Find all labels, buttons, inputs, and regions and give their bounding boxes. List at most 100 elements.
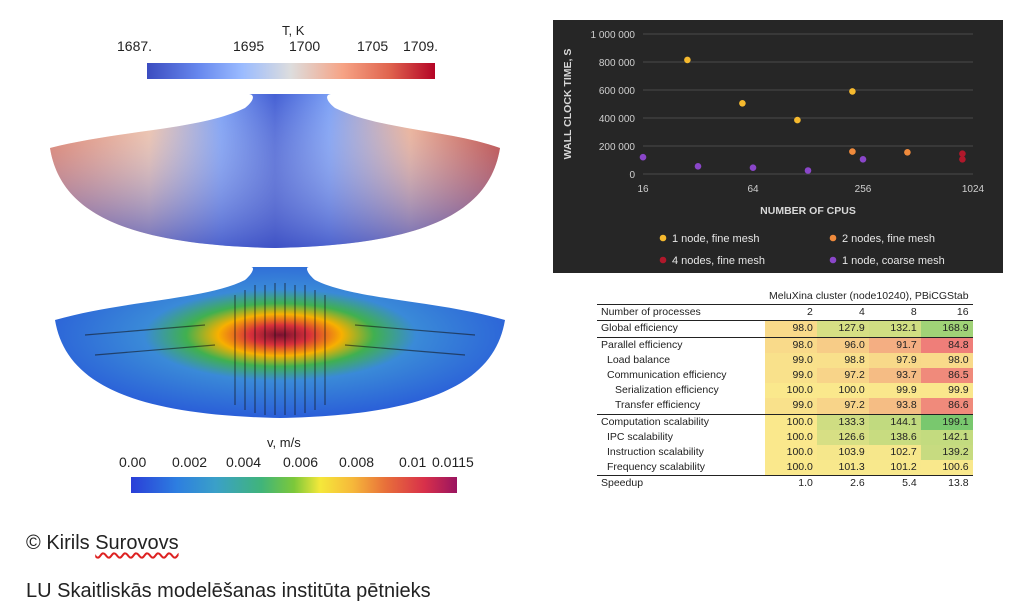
table-header-label: Number of processes xyxy=(597,304,765,321)
y-tick-label: 200 000 xyxy=(599,142,636,153)
table-row: Serialization efficiency 100.0 100.0 99.9 99… xyxy=(597,383,973,399)
legend-marker xyxy=(829,234,837,242)
table-row-label: IPC scalability xyxy=(607,430,673,443)
velocity-colorbar xyxy=(131,477,457,493)
data-point xyxy=(849,88,856,95)
velocity-tick: 0.008 xyxy=(339,454,375,470)
table-cell: 98.0 xyxy=(765,336,817,353)
velocity-colorbar-title: v, m/s xyxy=(267,435,301,450)
table-row-label: Frequency scalability xyxy=(607,461,706,474)
velocity-tick: 0.006 xyxy=(283,454,319,470)
table-row: Parallel efficiency 98.0 96.0 91.7 84.8 xyxy=(597,336,973,353)
table-cell: 99.0 xyxy=(765,368,817,384)
table-cell: 100.0 xyxy=(765,429,817,446)
temperature-tick: 1709. xyxy=(403,38,439,54)
table-cell: 98.8 xyxy=(816,352,869,369)
temperature-colorbar-title: T, K xyxy=(282,23,305,38)
table-header-cell: 16 xyxy=(920,304,973,321)
table-cell: 91.7 xyxy=(868,336,921,353)
legend-marker xyxy=(829,256,837,264)
data-point xyxy=(959,156,966,163)
table-cell: 126.6 xyxy=(816,429,869,446)
table-cell: 132.1 xyxy=(868,320,921,338)
velocity-tick: 0.002 xyxy=(172,454,208,470)
table-header-cell: 2 xyxy=(765,304,817,321)
data-point xyxy=(749,164,757,171)
x-tick-label: 64 xyxy=(747,184,759,195)
table-cell: 98.0 xyxy=(765,320,817,338)
table-cell: 97.9 xyxy=(868,352,921,369)
copyright-line: © Kirils Surovovs xyxy=(26,532,179,555)
table-cell: 101.2 xyxy=(868,460,921,476)
table-cell: 2.6 xyxy=(816,475,869,492)
legend-label: 4 nodes, fine mesh xyxy=(672,255,765,267)
data-point xyxy=(904,149,911,156)
table-row: Load balance 99.0 98.8 97.9 98.0 xyxy=(597,352,973,369)
table-row-label: Global efficiency xyxy=(597,320,765,338)
y-axis-label: WALL CLOCK TIME, S xyxy=(562,49,574,160)
table-row: Transfer efficiency 99.0 97.2 93.8 86.6 xyxy=(597,398,973,415)
data-point xyxy=(804,167,812,174)
legend-marker xyxy=(659,256,667,264)
table-row: Global efficiency 98.0 127.9 132.1 168.9 xyxy=(597,320,973,338)
table-header-cell: 8 xyxy=(868,304,921,321)
data-point xyxy=(694,163,702,170)
table-row-label: Transfer efficiency xyxy=(615,399,701,412)
table-cell: 93.8 xyxy=(868,398,921,415)
table-cell: 144.1 xyxy=(868,413,921,430)
y-tick-label: 1 000 000 xyxy=(591,30,636,41)
legend-label: 1 node, fine mesh xyxy=(672,233,759,245)
temperature-plot: T, K 1687. 1695 1700 1705 1709. xyxy=(0,0,520,260)
table-row-label: Parallel efficiency xyxy=(597,336,765,353)
table-cell: 139.2 xyxy=(920,445,973,461)
y-tick-label: 800 000 xyxy=(599,58,636,69)
table-cell: 96.0 xyxy=(816,336,869,353)
wall-clock-chart-svg: 0 200 000 400 000 600 000 800 000 1 000 000 16… xyxy=(562,30,985,267)
table-row: Speedup 1.0 2.6 5.4 13.8 xyxy=(597,475,973,492)
x-tick-label: 16 xyxy=(637,184,649,195)
table-row-label: Speedup xyxy=(597,475,765,492)
table-cell: 142.1 xyxy=(920,429,973,446)
table-cell: 86.5 xyxy=(920,368,973,384)
table-row-label: Communication efficiency xyxy=(607,369,727,382)
table-cell: 93.7 xyxy=(868,368,921,384)
table-caption: MeluXina cluster (node10240), PBiCGStab xyxy=(769,290,969,302)
table-cell: 99.9 xyxy=(868,383,921,399)
table-cell: 100.0 xyxy=(765,383,817,399)
temperature-field xyxy=(50,94,500,248)
data-point xyxy=(684,56,691,64)
table-cell: 100.0 xyxy=(765,460,817,476)
author-last-name: Surovovs xyxy=(95,532,179,554)
temperature-tick: 1695 xyxy=(233,38,265,54)
table-cell: 199.1 xyxy=(920,413,973,430)
table-cell: 99.0 xyxy=(765,352,817,369)
temperature-colorbar xyxy=(147,63,435,79)
temperature-tick: 1700 xyxy=(289,38,321,54)
table-cell: 99.0 xyxy=(765,398,817,415)
table-row-label: Computation scalability xyxy=(597,413,765,430)
data-point xyxy=(639,153,647,161)
table-caption-row: MeluXina cluster (node10240), PBiCGStab xyxy=(597,289,973,305)
table-row-label: Load balance xyxy=(607,353,671,366)
table-cell: 168.9 xyxy=(920,320,973,338)
table-cell: 100.0 xyxy=(765,445,817,461)
velocity-tick: 0.00 xyxy=(119,454,147,470)
temperature-tick: 1705 xyxy=(357,38,389,54)
x-axis-label: NUMBER OF CPUS xyxy=(760,205,856,217)
table-row: IPC scalability 100.0 126.6 138.6 142.1 xyxy=(597,429,973,446)
table-row: Communication efficiency 99.0 97.2 93.7 86.5 xyxy=(597,368,973,384)
table-cell: 103.9 xyxy=(816,445,869,461)
table-row: Computation scalability 100.0 133.3 144.1 19… xyxy=(597,413,973,430)
data-point xyxy=(959,150,966,157)
affiliation-text: LU Skaitliskās modelēšanas institūta pēt… xyxy=(26,580,431,602)
x-tick-label: 256 xyxy=(855,184,872,195)
table-cell: 99.9 xyxy=(920,383,973,399)
table-row-label: Instruction scalability xyxy=(607,446,704,459)
table-cell: 100.6 xyxy=(920,460,973,476)
table-header-cell: 4 xyxy=(816,304,869,321)
velocity-tick: 0.004 xyxy=(226,454,262,470)
table-row-label: Serialization efficiency xyxy=(615,384,719,397)
data-point xyxy=(849,148,856,155)
table-cell: 133.3 xyxy=(816,413,869,430)
wall-clock-chart: 0 200 000 400 000 600 000 800 000 1 000 000 16… xyxy=(553,20,1003,273)
